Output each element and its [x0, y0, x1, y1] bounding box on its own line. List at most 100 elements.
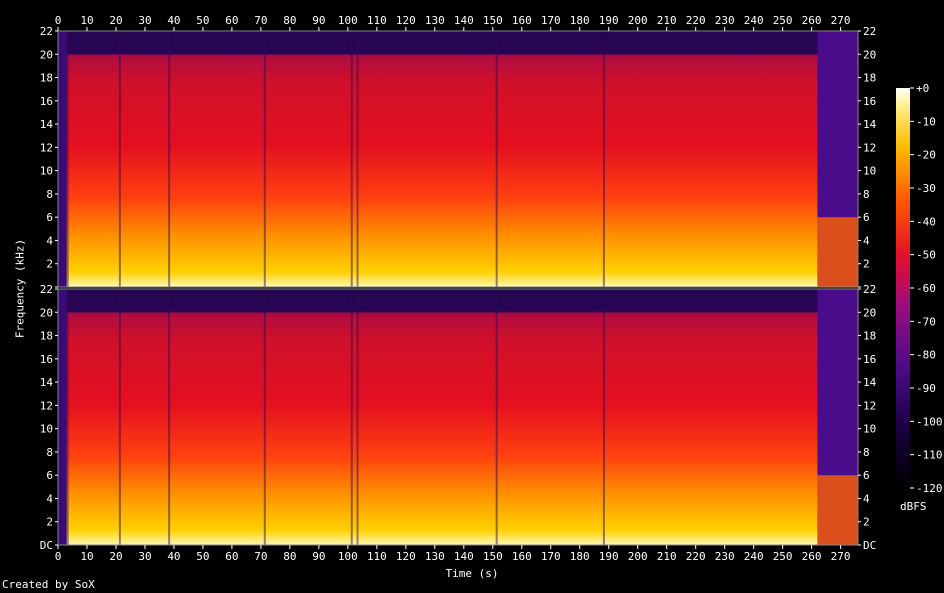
end-lowfreq — [817, 217, 858, 287]
colorbar-tick-label: -110 — [916, 449, 943, 462]
high-freq-band — [58, 289, 858, 313]
y-tick-label: 20 — [863, 306, 876, 319]
x-tick-label: 150 — [483, 550, 503, 563]
y-tick-label: 8 — [46, 446, 53, 459]
y-tick-label: 16 — [40, 353, 53, 366]
x-tick-label: 230 — [715, 550, 735, 563]
x-tick-label: 140 — [454, 550, 474, 563]
x-tick-label: 20 — [109, 550, 122, 563]
x-tick-label: 50 — [196, 14, 209, 27]
y-tick-label: 10 — [40, 165, 53, 178]
y-tick-label: 18 — [863, 330, 876, 343]
x-axis-label: Time (s) — [445, 567, 499, 580]
x-tick-label: 130 — [425, 14, 445, 27]
y-tick-label: DC — [40, 539, 53, 552]
x-tick-label: 160 — [512, 14, 532, 27]
x-tick-label: 240 — [744, 14, 764, 27]
time-streak — [350, 31, 353, 287]
high-freq-band — [58, 31, 858, 55]
x-tick-label: 0 — [55, 14, 62, 27]
x-tick-label: 260 — [802, 550, 822, 563]
x-tick-label: 70 — [254, 14, 267, 27]
x-tick-label: 60 — [225, 14, 238, 27]
y-tick-label: 10 — [863, 165, 876, 178]
x-tick-label: 90 — [312, 550, 325, 563]
x-tick-label: 60 — [225, 550, 238, 563]
x-tick-label: 70 — [254, 550, 267, 563]
x-tick-label: 220 — [686, 550, 706, 563]
x-tick-label: 190 — [599, 550, 619, 563]
y-tick-label: 22 — [863, 25, 876, 38]
x-tick-label: 110 — [367, 14, 387, 27]
y-tick-label: DC — [863, 539, 876, 552]
x-tick-label: 270 — [831, 14, 851, 27]
colorbar-tick-label: -50 — [916, 249, 936, 262]
spectrogram-channel-2 — [58, 289, 858, 545]
x-tick-label: 260 — [802, 14, 822, 27]
x-tick-label: 200 — [628, 550, 648, 563]
time-streak — [602, 289, 605, 545]
y-tick-label: 4 — [863, 492, 870, 505]
colorbar-tick-label: -70 — [916, 315, 936, 328]
spectrogram-channel-1 — [58, 31, 858, 287]
colorbar-tick-label: +0 — [916, 82, 929, 95]
start-silence — [58, 289, 67, 545]
time-streak — [350, 289, 353, 545]
x-tick-label: 180 — [570, 550, 590, 563]
x-tick-label: 250 — [773, 14, 793, 27]
y-tick-label: 14 — [40, 376, 54, 389]
time-streak — [66, 31, 69, 287]
x-tick-label: 220 — [686, 14, 706, 27]
y-tick-label: 12 — [40, 141, 53, 154]
y-tick-label: 8 — [863, 188, 870, 201]
x-tick-label: 90 — [312, 14, 325, 27]
x-tick-label: 240 — [744, 550, 764, 563]
x-tick-label: 0 — [55, 550, 62, 563]
time-streak — [602, 31, 605, 287]
colorbar-tick-label: -80 — [916, 349, 936, 362]
colorbar-tick-label: -30 — [916, 182, 936, 195]
y-tick-label: 12 — [863, 141, 876, 154]
y-tick-label: 18 — [863, 72, 876, 85]
y-tick-label: 10 — [40, 423, 53, 436]
time-streak — [118, 31, 121, 287]
time-streak — [118, 289, 121, 545]
y-tick-label: 12 — [863, 399, 876, 412]
y-tick-label: 2 — [863, 258, 870, 271]
x-tick-label: 180 — [570, 14, 590, 27]
x-tick-label: 200 — [628, 14, 648, 27]
y-tick-label: 22 — [40, 25, 53, 38]
y-tick-label: 14 — [863, 376, 877, 389]
x-tick-label: 230 — [715, 14, 735, 27]
y-tick-label: 16 — [863, 353, 876, 366]
x-tick-label: 170 — [541, 14, 561, 27]
colorbar-tick-label: -100 — [916, 415, 943, 428]
x-tick-label: 30 — [138, 550, 151, 563]
x-tick-label: 10 — [80, 14, 93, 27]
y-tick-label: 8 — [863, 446, 870, 459]
x-tick-label: 40 — [167, 14, 180, 27]
x-tick-label: 80 — [283, 550, 296, 563]
y-tick-label: 16 — [863, 95, 876, 108]
x-tick-label: 120 — [396, 14, 416, 27]
y-tick-label: 18 — [40, 330, 53, 343]
y-tick-label: 22 — [40, 283, 53, 296]
y-tick-label: 2 — [46, 516, 53, 529]
y-tick-label: 14 — [40, 118, 54, 131]
y-tick-label: 2 — [46, 258, 53, 271]
time-streak — [168, 289, 171, 545]
y-tick-label: 14 — [863, 118, 877, 131]
x-tick-label: 160 — [512, 550, 532, 563]
x-tick-label: 100 — [338, 14, 358, 27]
x-tick-label: 130 — [425, 550, 445, 563]
time-streak — [263, 289, 266, 545]
x-tick-label: 170 — [541, 550, 561, 563]
y-tick-label: 20 — [40, 306, 53, 319]
time-streak — [356, 31, 359, 287]
y-tick-label: 2 — [863, 516, 870, 529]
x-tick-label: 140 — [454, 14, 474, 27]
y-tick-label: 6 — [46, 211, 53, 224]
colorbar-tick-label: -60 — [916, 282, 936, 295]
x-tick-label: 10 — [80, 550, 93, 563]
